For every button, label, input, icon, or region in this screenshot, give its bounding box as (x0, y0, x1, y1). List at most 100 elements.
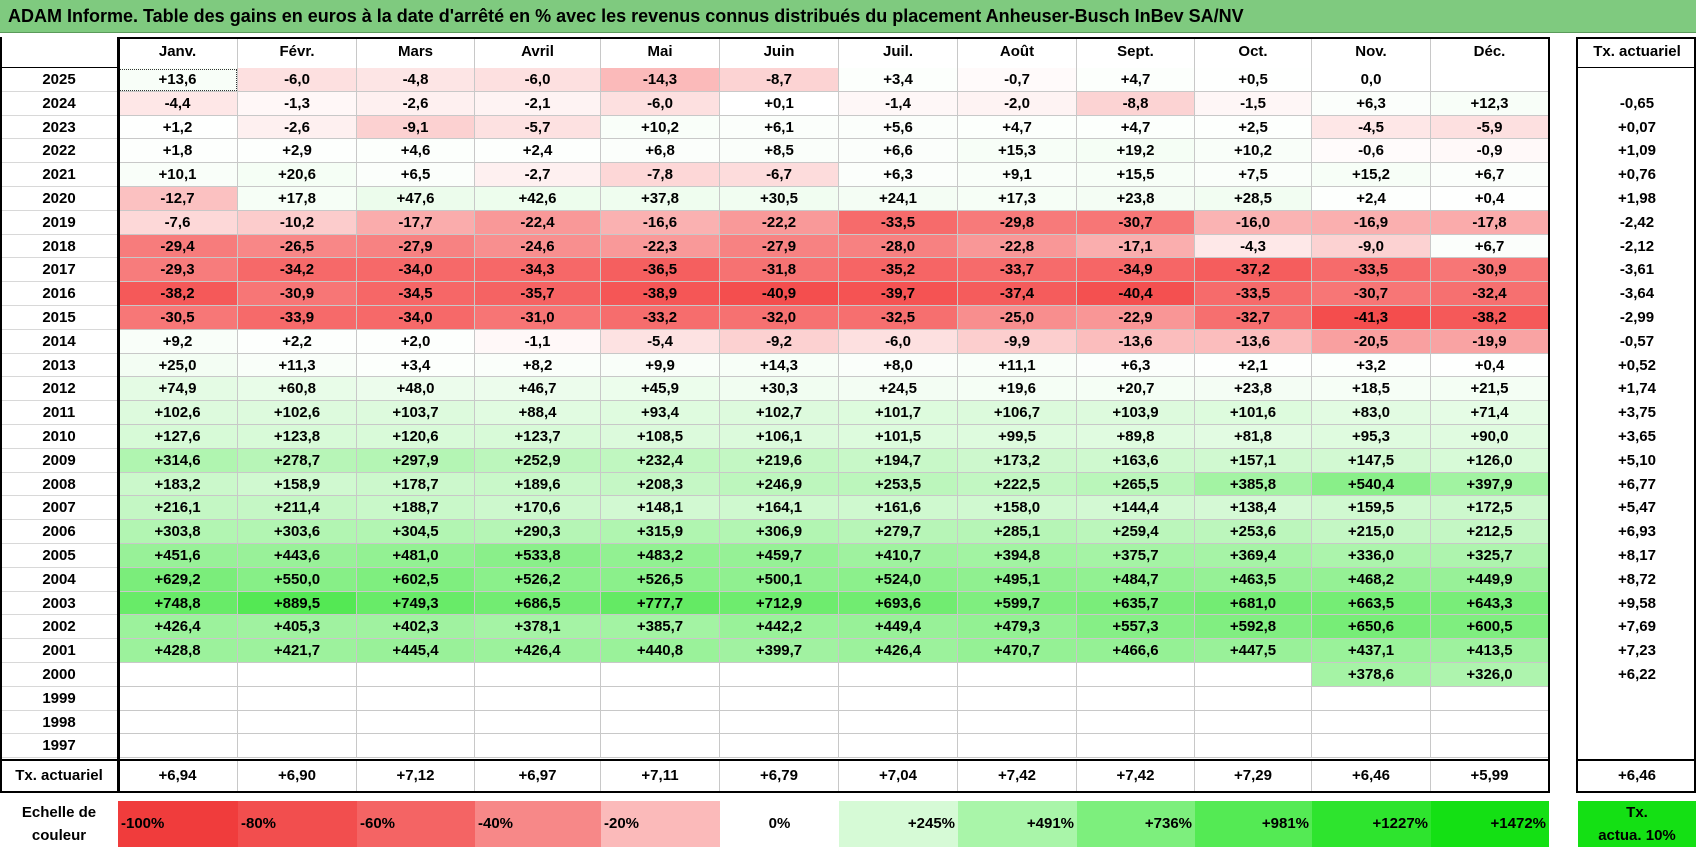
table-cell[interactable]: -2,1 (475, 91, 601, 116)
table-cell[interactable]: +189,6 (475, 472, 601, 497)
table-cell[interactable]: -30,9 (1431, 258, 1549, 283)
table-cell[interactable]: +20,7 (1077, 377, 1195, 402)
table-cell[interactable]: -4,4 (118, 91, 238, 116)
table-cell[interactable] (1077, 686, 1195, 711)
table-cell[interactable]: +2,4 (1312, 187, 1431, 211)
table-cell[interactable]: +524,0 (839, 567, 958, 592)
table-cell[interactable]: +120,6 (357, 425, 475, 449)
table-cell[interactable]: +17,3 (958, 187, 1077, 211)
table-cell[interactable]: +629,2 (118, 567, 238, 592)
table-cell[interactable]: +378,6 (1312, 663, 1431, 687)
table-cell[interactable]: 0,0 (1312, 68, 1431, 92)
table-cell[interactable] (357, 686, 475, 711)
table-cell[interactable]: +0,5 (1195, 68, 1312, 92)
table-cell[interactable]: +90,0 (1431, 425, 1549, 449)
table-cell[interactable] (839, 710, 958, 735)
table-cell[interactable]: +159,5 (1312, 496, 1431, 521)
table-cell[interactable] (958, 663, 1077, 687)
table-cell[interactable]: +8,0 (839, 353, 958, 378)
table-cell[interactable]: -0,6 (1312, 139, 1431, 164)
table-cell[interactable]: +285,1 (958, 520, 1077, 544)
table-cell[interactable]: +4,7 (958, 115, 1077, 140)
table-cell[interactable]: -4,8 (357, 68, 475, 92)
table-cell[interactable]: -29,3 (118, 258, 238, 283)
table-cell[interactable]: +208,3 (601, 472, 720, 497)
table-cell[interactable]: +9,2 (118, 329, 238, 354)
table-cell[interactable]: -5,7 (475, 115, 601, 140)
table-cell[interactable]: +11,3 (238, 353, 357, 378)
table-cell[interactable]: +378,1 (475, 615, 601, 640)
table-cell[interactable]: +19,6 (958, 377, 1077, 402)
table-cell[interactable]: +303,8 (118, 520, 238, 544)
table-cell[interactable]: -24,6 (475, 234, 601, 259)
table-cell[interactable]: -33,5 (1195, 282, 1312, 306)
table-cell[interactable]: +15,3 (958, 139, 1077, 164)
table-cell[interactable] (601, 734, 720, 759)
table-cell[interactable]: -22,8 (958, 234, 1077, 259)
table-cell[interactable]: +402,3 (357, 615, 475, 640)
table-cell[interactable]: -6,0 (839, 329, 958, 354)
table-cell[interactable]: +445,4 (357, 639, 475, 663)
table-cell[interactable]: -29,4 (118, 234, 238, 259)
table-cell[interactable]: +550,0 (238, 567, 357, 592)
table-cell[interactable] (118, 686, 238, 711)
table-cell[interactable]: +144,4 (1077, 496, 1195, 521)
table-cell[interactable]: +216,1 (118, 496, 238, 521)
table-cell[interactable]: +6,8 (601, 139, 720, 164)
table-cell[interactable]: +681,0 (1195, 591, 1312, 616)
table-cell[interactable]: -13,6 (1077, 329, 1195, 354)
table-cell[interactable]: +6,7 (1431, 234, 1549, 259)
table-cell[interactable]: +1,8 (118, 139, 238, 164)
table-cell[interactable]: +451,6 (118, 544, 238, 568)
table-cell[interactable]: +71,4 (1431, 401, 1549, 425)
table-cell[interactable]: +749,3 (357, 591, 475, 616)
table-cell[interactable] (357, 734, 475, 759)
table-cell[interactable] (601, 686, 720, 711)
table-cell[interactable]: -27,9 (720, 234, 839, 259)
table-cell[interactable]: +10,2 (1195, 139, 1312, 164)
table-cell[interactable] (357, 663, 475, 687)
table-cell[interactable]: +479,3 (958, 615, 1077, 640)
table-cell[interactable]: -9,9 (958, 329, 1077, 354)
table-cell[interactable]: +83,0 (1312, 401, 1431, 425)
table-cell[interactable]: +99,5 (958, 425, 1077, 449)
table-cell[interactable]: +126,0 (1431, 448, 1549, 473)
table-cell[interactable]: -30,9 (238, 282, 357, 306)
table-cell[interactable] (238, 710, 357, 735)
table-cell[interactable]: +9,1 (958, 163, 1077, 187)
table-cell[interactable]: -33,7 (958, 258, 1077, 283)
table-cell[interactable]: +25,0 (118, 353, 238, 378)
table-cell[interactable] (238, 663, 357, 687)
table-cell[interactable]: +24,1 (839, 187, 958, 211)
table-cell[interactable]: +158,0 (958, 496, 1077, 521)
table-cell[interactable]: +42,6 (475, 187, 601, 211)
table-cell[interactable]: -6,0 (475, 68, 601, 92)
table-cell[interactable]: -22,4 (475, 210, 601, 235)
table-cell[interactable]: +399,7 (720, 639, 839, 663)
table-cell[interactable]: +219,6 (720, 448, 839, 473)
table-cell[interactable]: -40,4 (1077, 282, 1195, 306)
table-cell[interactable]: +385,7 (601, 615, 720, 640)
table-cell[interactable]: +123,7 (475, 425, 601, 449)
table-cell[interactable]: -22,2 (720, 210, 839, 235)
table-cell[interactable]: +102,6 (118, 401, 238, 425)
table-cell[interactable]: -32,4 (1431, 282, 1549, 306)
table-cell[interactable]: -2,6 (238, 115, 357, 140)
table-cell[interactable]: +0,4 (1431, 353, 1549, 378)
table-cell[interactable]: -25,0 (958, 306, 1077, 330)
table-cell[interactable]: +2,0 (357, 329, 475, 354)
table-cell[interactable]: -17,1 (1077, 234, 1195, 259)
table-cell[interactable]: -33,2 (601, 306, 720, 330)
table-cell[interactable]: -38,2 (1431, 306, 1549, 330)
table-cell[interactable]: -37,4 (958, 282, 1077, 306)
table-cell[interactable]: +484,7 (1077, 567, 1195, 592)
table-cell[interactable]: +215,0 (1312, 520, 1431, 544)
table-cell[interactable] (1312, 710, 1431, 735)
table-cell[interactable]: +106,1 (720, 425, 839, 449)
table-cell[interactable]: +13,6 (118, 68, 238, 92)
table-cell[interactable]: +442,2 (720, 615, 839, 640)
table-cell[interactable]: +45,9 (601, 377, 720, 402)
table-cell[interactable] (601, 710, 720, 735)
table-cell[interactable]: +447,5 (1195, 639, 1312, 663)
table-cell[interactable]: +10,1 (118, 163, 238, 187)
